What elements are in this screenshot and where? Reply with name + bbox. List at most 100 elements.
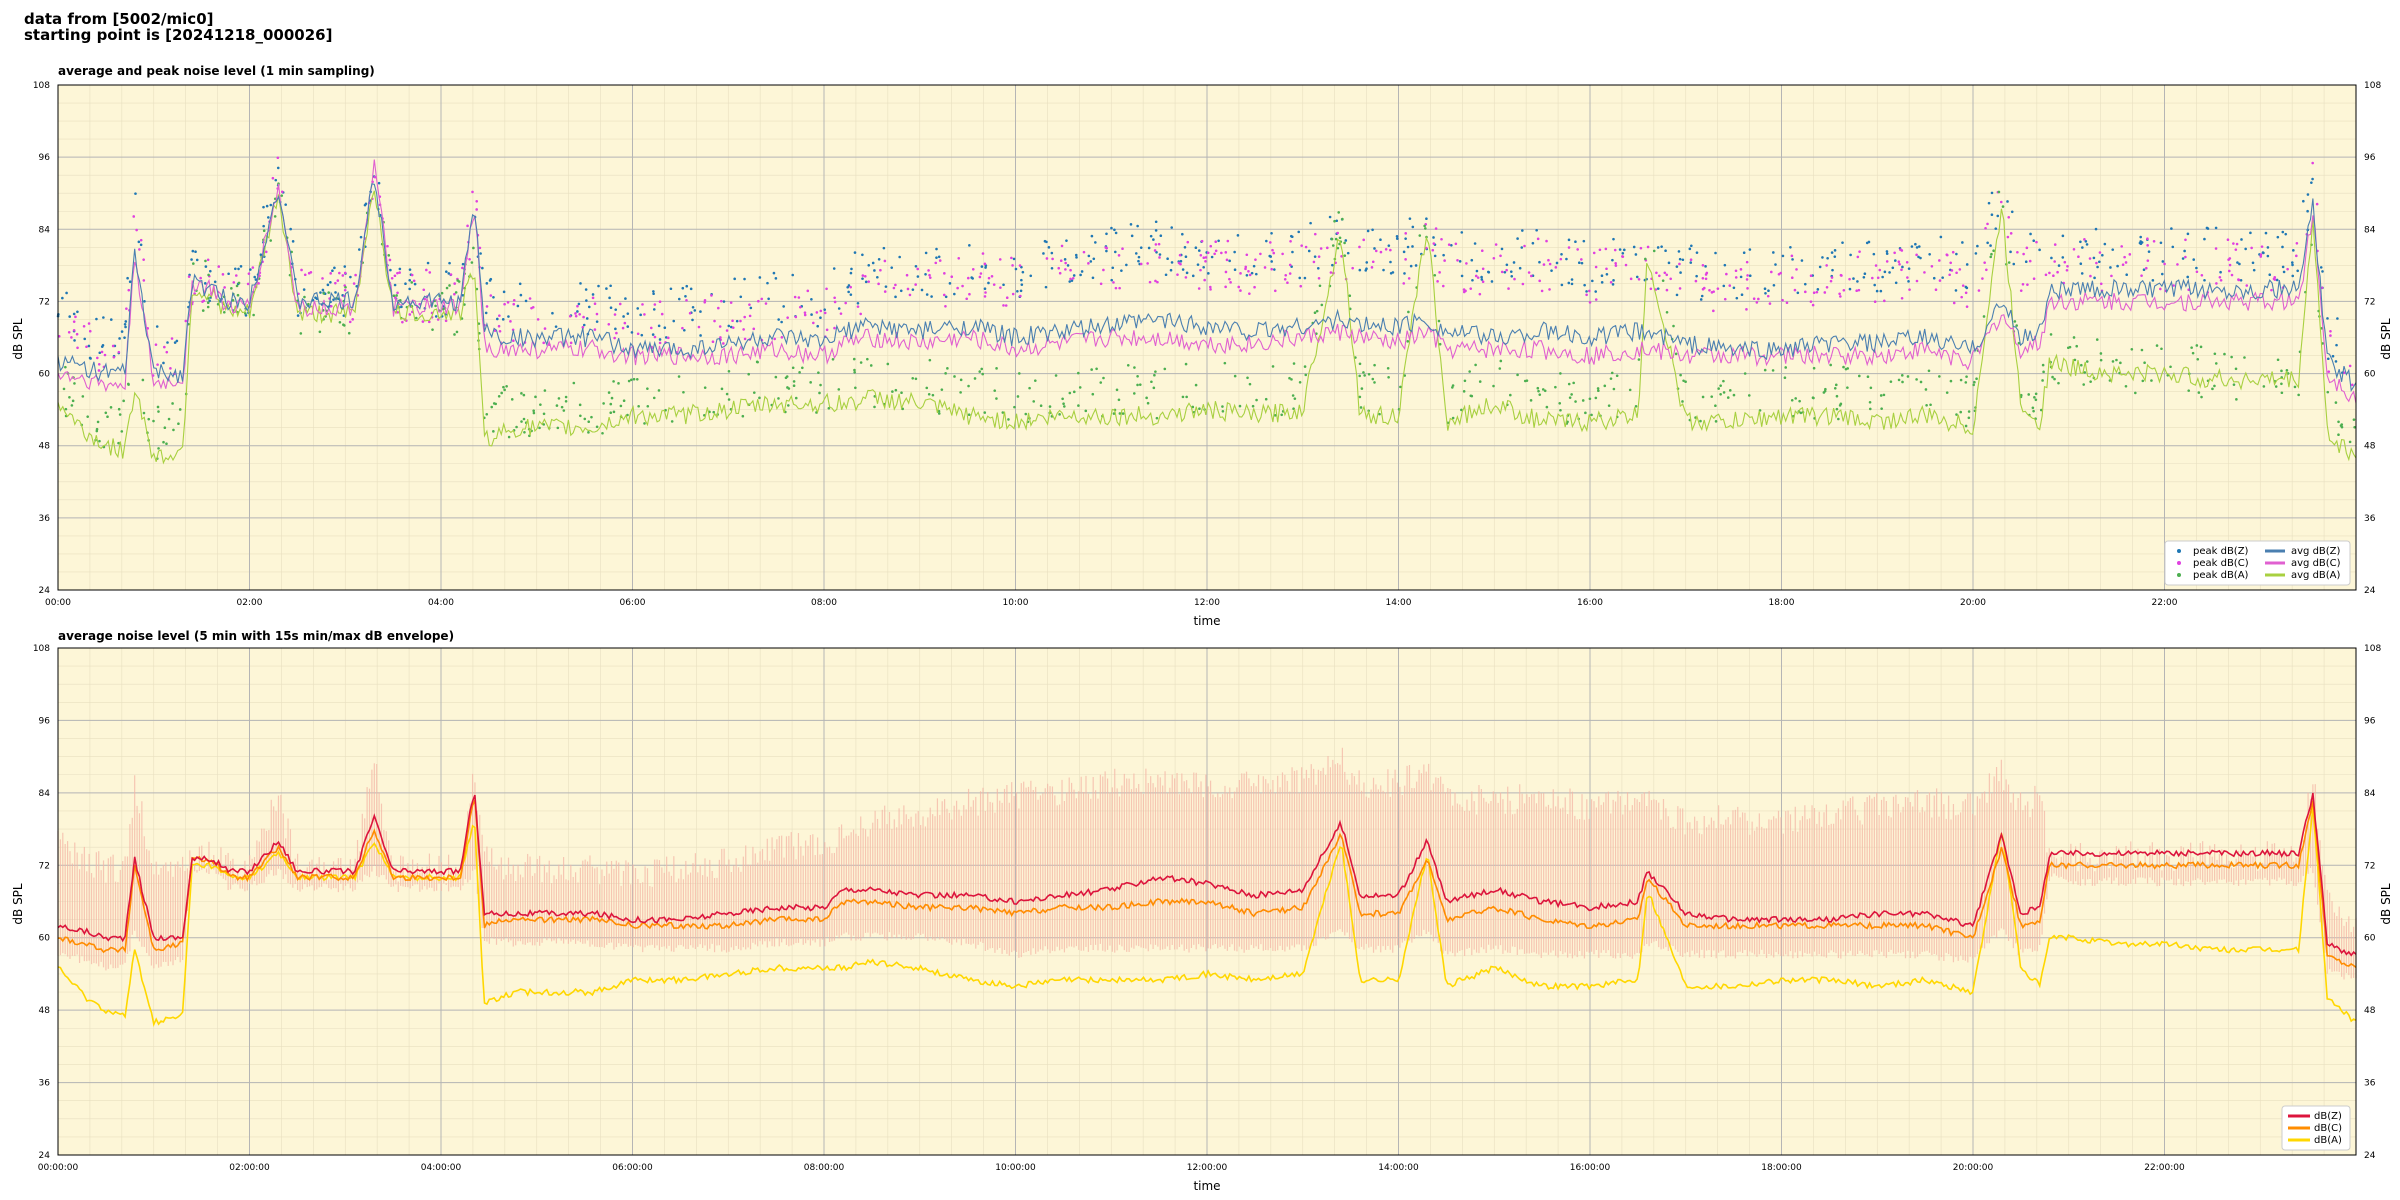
data-point	[1574, 240, 1577, 243]
data-point	[2203, 278, 2206, 282]
data-point	[871, 261, 875, 265]
data-point	[441, 307, 445, 311]
data-point	[2337, 420, 2340, 424]
data-point	[1906, 375, 1910, 378]
data-point	[1054, 374, 1058, 377]
data-point	[2282, 270, 2286, 274]
data-point	[1337, 211, 1341, 214]
data-point	[1728, 389, 1732, 392]
data-point	[1005, 296, 1009, 299]
data-point	[1471, 278, 1474, 282]
data-point	[931, 393, 935, 397]
data-point	[117, 350, 121, 354]
data-point	[1989, 255, 1993, 259]
data-point	[1358, 374, 1361, 378]
data-point	[2010, 210, 2014, 214]
data-point	[1318, 284, 1322, 288]
data-point	[1660, 245, 1663, 248]
data-point	[1846, 386, 1849, 389]
data-point	[2336, 317, 2339, 320]
data-point	[1842, 288, 1846, 292]
data-point	[925, 293, 929, 296]
y-tick-label-right: 24	[2364, 586, 2376, 596]
data-point	[653, 303, 657, 306]
data-point	[2249, 231, 2252, 235]
data-point	[141, 378, 145, 382]
data-point	[199, 276, 202, 280]
data-point	[109, 318, 113, 321]
data-point	[445, 286, 449, 290]
data-point	[1689, 258, 1693, 262]
data-point	[1164, 273, 1168, 277]
data-point	[428, 271, 432, 274]
data-point	[96, 356, 99, 360]
data-point	[618, 302, 622, 306]
data-point	[2186, 275, 2190, 279]
data-point	[444, 270, 448, 273]
data-point	[1358, 362, 1362, 366]
data-point	[528, 297, 532, 300]
data-point	[1838, 292, 1841, 296]
data-point	[2073, 358, 2077, 362]
data-point	[966, 276, 970, 280]
data-point	[2226, 238, 2230, 242]
data-point	[1915, 279, 1919, 283]
data-point	[2348, 440, 2352, 444]
data-point	[434, 304, 437, 308]
data-point	[1362, 238, 1366, 242]
data-point	[1239, 289, 1242, 292]
data-point	[348, 320, 352, 324]
data-point	[2195, 270, 2199, 274]
data-point	[911, 288, 915, 291]
data-point	[812, 321, 815, 325]
data-point	[2081, 246, 2084, 249]
data-point	[1094, 241, 1097, 244]
data-point	[1560, 283, 1564, 287]
data-point	[1198, 407, 1201, 410]
data-point	[993, 389, 997, 392]
data-point	[934, 261, 938, 265]
data-point	[1186, 240, 1190, 244]
data-point	[1263, 266, 1267, 269]
data-point	[1409, 264, 1413, 268]
data-point	[987, 276, 991, 280]
data-point	[492, 430, 495, 433]
data-point	[1407, 277, 1411, 280]
data-point	[2238, 262, 2241, 266]
data-point	[825, 287, 828, 291]
data-point	[2151, 279, 2155, 282]
x-tick-label: 04:00:00	[421, 1163, 462, 1173]
data-point	[2252, 268, 2256, 272]
data-point	[1925, 403, 1928, 407]
data-point	[961, 284, 964, 288]
data-point	[1139, 246, 1143, 249]
data-point	[2274, 385, 2278, 388]
data-point	[2140, 241, 2144, 244]
y-tick-label-right: 96	[2364, 716, 2376, 726]
data-point	[1209, 288, 1212, 291]
data-point	[1677, 250, 1681, 253]
data-point	[1082, 250, 1086, 254]
data-point	[927, 392, 931, 396]
data-point	[1830, 251, 1834, 254]
data-point	[1340, 255, 1343, 258]
data-point	[1136, 224, 1139, 228]
data-point	[162, 361, 165, 365]
data-point	[1612, 237, 1615, 241]
data-point	[2284, 232, 2288, 236]
data-point	[1716, 287, 1720, 290]
data-point	[832, 267, 836, 270]
data-point	[643, 313, 646, 316]
x-tick-label: 02:00	[237, 598, 263, 608]
data-point	[2092, 256, 2096, 260]
data-point	[817, 371, 820, 374]
data-point	[1137, 259, 1140, 263]
data-point	[1114, 286, 1118, 290]
data-point	[760, 297, 764, 301]
data-point	[609, 411, 613, 415]
data-point	[1938, 259, 1941, 262]
data-point	[1283, 277, 1287, 281]
data-point	[2176, 263, 2179, 266]
data-point	[1900, 374, 1904, 377]
data-point	[689, 287, 693, 291]
